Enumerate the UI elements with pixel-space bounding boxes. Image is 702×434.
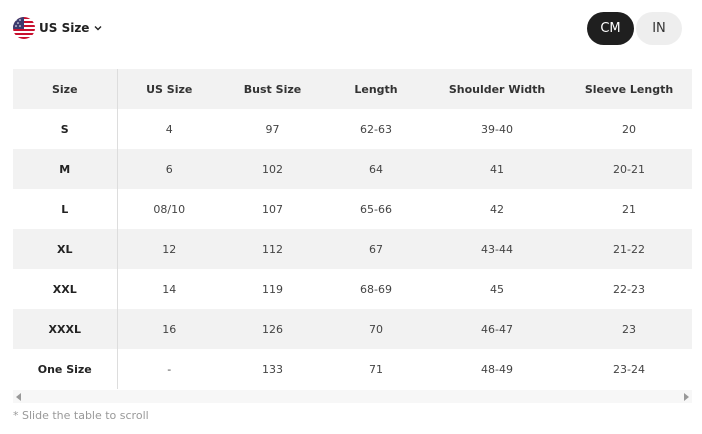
table-cell: M — [13, 149, 118, 189]
table-cell: 65-66 — [360, 202, 392, 216]
us-flag-icon — [13, 17, 35, 39]
table-cell: XXL — [13, 269, 118, 309]
table-cell: 43-44 — [481, 242, 513, 256]
table-cell: 45 — [490, 282, 504, 296]
table-cell: 97 — [265, 122, 280, 136]
table-cell: 133 — [262, 362, 283, 376]
table-cell: 16 — [162, 322, 177, 336]
us-size-selector[interactable]: US Size — [13, 16, 103, 40]
table-cell: 46-47 — [481, 322, 513, 336]
table-cell: 20 — [622, 122, 636, 136]
table-cell: 119 — [262, 282, 283, 296]
table-cell: One Size — [13, 349, 118, 389]
scroll-hint: * Slide the table to scroll — [13, 409, 149, 422]
table-row: L 08/10 107 65-66 42 21 — [13, 189, 692, 229]
table-cell: 67 — [369, 242, 383, 256]
scroll-right-icon[interactable] — [680, 390, 692, 403]
table-cell: S — [13, 109, 118, 149]
table-cell: 71 — [369, 362, 383, 376]
unit-toggle: CM IN — [587, 12, 682, 45]
table-row: XXXL 16 126 70 46-47 23 — [13, 309, 692, 349]
scroll-left-icon[interactable] — [13, 390, 25, 403]
column-header: Size — [13, 69, 118, 109]
table-row: S 4 97 62-63 39-40 20 — [13, 109, 692, 149]
table-cell: 4 — [165, 122, 173, 136]
table-cell: XL — [13, 229, 118, 269]
table-cell: 48-49 — [481, 362, 513, 376]
table-cell: 68-69 — [360, 282, 392, 296]
table-cell: 102 — [262, 162, 283, 176]
table-cell: 126 — [262, 322, 283, 336]
column-header: Sleeve Length — [584, 82, 674, 96]
unit-cm-button[interactable]: CM — [587, 12, 634, 45]
table-row: One Size - 133 71 48-49 23-24 — [13, 349, 692, 389]
table-cell: 20-21 — [613, 162, 645, 176]
table-row: XXL 14 119 68-69 45 22-23 — [13, 269, 692, 309]
table-cell: 14 — [162, 282, 177, 296]
table-cell: - — [167, 362, 172, 376]
table-cell: 21-22 — [613, 242, 645, 256]
table-cell: 21 — [622, 202, 636, 216]
table-cell: 22-23 — [613, 282, 645, 296]
table-cell: 70 — [369, 322, 383, 336]
unit-in-button[interactable]: IN — [636, 12, 682, 45]
table-cell: 64 — [369, 162, 383, 176]
column-header: Bust Size — [243, 82, 302, 96]
table-cell: 23-24 — [613, 362, 645, 376]
table-cell: 112 — [262, 242, 283, 256]
table-row: XL 12 112 67 43-44 21-22 — [13, 229, 692, 269]
table-cell: 39-40 — [481, 122, 513, 136]
column-header: US Size — [146, 82, 193, 96]
table-cell: 41 — [490, 162, 504, 176]
size-chart-table: Size US Size Bust Size Length Shoulder W… — [13, 69, 692, 389]
table-cell: 6 — [165, 162, 173, 176]
table-cell: 62-63 — [360, 122, 392, 136]
table-cell: L — [13, 189, 118, 229]
table-cell: 12 — [162, 242, 177, 256]
column-header: Length — [354, 82, 398, 96]
horizontal-scrollbar[interactable] — [13, 390, 692, 403]
size-table-container[interactable]: Size US Size Bust Size Length Shoulder W… — [13, 69, 692, 389]
table-cell: 08/10 — [153, 202, 186, 216]
table-row: M 6 102 64 41 20-21 — [13, 149, 692, 189]
size-selector-label: US Size — [39, 21, 90, 35]
table-header-row: Size US Size Bust Size Length Shoulder W… — [13, 69, 692, 109]
table-cell: XXXL — [13, 309, 118, 349]
column-header: Shoulder Width — [448, 82, 546, 96]
table-cell: 23 — [622, 322, 636, 336]
table-cell: 42 — [490, 202, 504, 216]
chevron-down-icon — [93, 23, 103, 33]
table-cell: 107 — [262, 202, 283, 216]
